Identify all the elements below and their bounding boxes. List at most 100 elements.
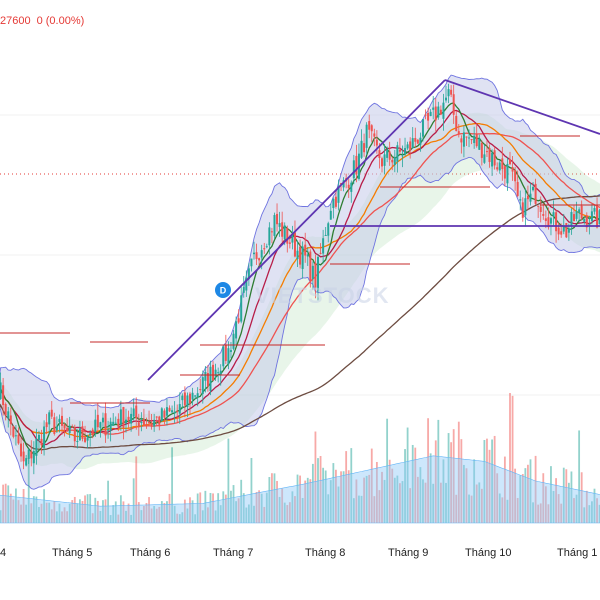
- candle-body: [237, 318, 240, 323]
- volume-bar: [493, 435, 496, 523]
- volume-bar: [268, 477, 271, 523]
- volume-bar: [255, 492, 258, 523]
- candle-body: [383, 154, 386, 166]
- trend-lines: [147, 79, 600, 381]
- candle-body: [585, 215, 588, 228]
- candle-body: [283, 225, 286, 240]
- candle-body: [388, 151, 391, 160]
- candle-body: [363, 143, 366, 153]
- volume-bar: [442, 459, 445, 523]
- candle-body: [117, 418, 120, 427]
- volume-bar: [35, 496, 38, 523]
- watermark: VIETSTOCK: [255, 283, 390, 308]
- volume-bar: [260, 493, 263, 523]
- volume-bar: [429, 453, 432, 523]
- candle-body: [107, 429, 110, 431]
- x-tick-label: Tháng 1: [557, 547, 597, 559]
- volume-bar: [406, 427, 409, 523]
- volume-bar: [414, 447, 417, 523]
- volume-bar: [488, 449, 491, 523]
- candle-body: [578, 209, 581, 213]
- volume-bar: [76, 503, 79, 523]
- volume-bar: [537, 504, 540, 523]
- candle-body: [286, 228, 289, 244]
- candle-body: [360, 140, 363, 158]
- candle-body: [145, 423, 148, 425]
- volume-bar: [237, 498, 240, 523]
- candle-body: [196, 393, 199, 398]
- candle-body: [598, 210, 600, 225]
- candle-body: [475, 134, 478, 147]
- candle-body: [242, 286, 245, 293]
- volume-bar: [191, 500, 194, 523]
- volume-bar: [148, 497, 150, 523]
- volume-bar: [250, 458, 253, 523]
- volume-bar: [596, 498, 598, 523]
- volume-bar: [258, 490, 261, 523]
- candle-body: [2, 385, 5, 406]
- volume-bar: [171, 447, 173, 523]
- candle-body: [30, 451, 33, 459]
- candle-body: [53, 417, 56, 434]
- volume-bar: [322, 467, 325, 523]
- volume-bar: [245, 507, 248, 523]
- candle-body: [63, 424, 66, 429]
- candle-body: [355, 155, 358, 175]
- candle-body: [398, 149, 401, 152]
- volume-bar: [265, 492, 268, 523]
- candle-body: [509, 159, 511, 165]
- candle-body: [496, 167, 499, 170]
- candle-body: [485, 151, 488, 153]
- candle-body: [539, 206, 542, 213]
- candle-body: [270, 231, 273, 233]
- candle-body: [365, 124, 368, 148]
- volume-bar: [40, 503, 43, 523]
- volume-bar: [43, 489, 45, 523]
- volume-bar: [506, 499, 509, 523]
- volume-bar: [345, 451, 348, 523]
- volume-bar: [573, 498, 575, 523]
- volume-bar: [468, 494, 470, 523]
- volume-bar: [20, 504, 22, 523]
- volume-bar: [396, 475, 399, 523]
- candle-body: [314, 262, 317, 288]
- candle-body: [524, 198, 527, 216]
- candle-body: [58, 418, 61, 423]
- candle-body: [125, 419, 127, 424]
- volume-bar: [94, 497, 97, 523]
- candle-body: [334, 196, 337, 207]
- candle-body: [526, 195, 529, 200]
- volume-bar: [7, 485, 10, 523]
- candle-body: [86, 437, 89, 441]
- volume-bar: [319, 456, 322, 523]
- candle-body: [35, 439, 38, 456]
- volume-bar: [22, 489, 25, 523]
- volume-bar: [145, 503, 148, 523]
- candle-body: [43, 426, 46, 448]
- candle-body: [194, 395, 197, 397]
- candle-body: [22, 451, 25, 462]
- volume-bar: [117, 514, 120, 523]
- candle-body: [201, 377, 204, 394]
- candle-body: [324, 234, 327, 236]
- x-tick-label: Tháng 5: [52, 547, 92, 559]
- volume-bar: [150, 508, 153, 523]
- volume-bar: [45, 502, 48, 523]
- x-tick-label: Tháng 7: [213, 547, 253, 559]
- candle-body: [137, 422, 140, 427]
- volume-bar: [388, 459, 391, 523]
- candle-body: [150, 422, 153, 426]
- candle-body: [588, 224, 591, 226]
- volume-bar: [532, 502, 534, 523]
- candle-body: [501, 158, 504, 170]
- candle-body: [462, 132, 465, 147]
- volume-bar: [230, 490, 232, 523]
- candle-body: [521, 202, 524, 218]
- volume-bar: [81, 500, 84, 523]
- event-marker[interactable]: D: [215, 282, 231, 298]
- volume-bar: [160, 501, 163, 523]
- candle-body: [555, 212, 558, 232]
- candle-body: [130, 413, 133, 424]
- candle-body: [89, 433, 92, 436]
- volume-bar: [132, 478, 135, 523]
